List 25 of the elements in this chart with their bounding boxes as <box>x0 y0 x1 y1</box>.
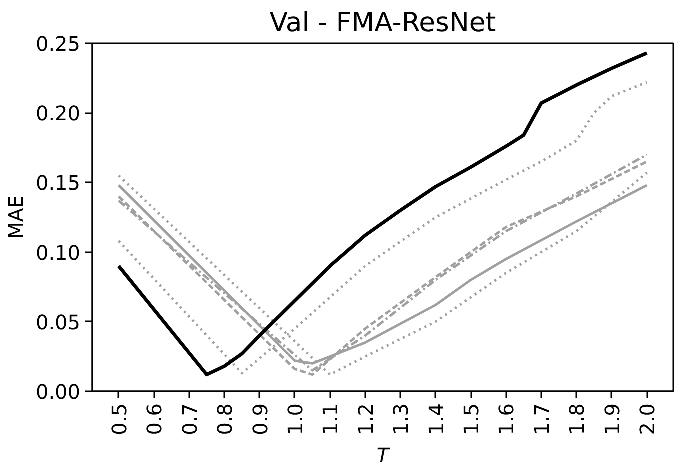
x-tick-label: 1.6 <box>494 403 519 436</box>
x-tick-label: 0.5 <box>107 403 132 436</box>
y-tick-label: 0.15 <box>36 171 80 196</box>
x-tick-label: 0.7 <box>178 403 202 436</box>
x-tick-label: 1.9 <box>600 403 624 436</box>
x-tick-label: 1.0 <box>283 403 308 436</box>
y-tick-label: 0.05 <box>36 310 80 334</box>
x-tick-label: 1.4 <box>424 403 448 436</box>
x-tick-label: 1.3 <box>389 403 414 436</box>
x-tick-label: 1.5 <box>460 403 484 436</box>
x-tick-label: 0.8 <box>213 403 238 436</box>
y-tick-label: 0.20 <box>36 102 80 126</box>
y-tick-label: 0.10 <box>36 240 80 265</box>
x-axis-title: T <box>376 443 391 468</box>
chart-title: Val - FMA-ResNet <box>270 8 496 38</box>
x-tick-label: 1.1 <box>318 403 343 436</box>
x-tick-label: 1.7 <box>530 403 554 436</box>
x-tick-label: 1.2 <box>354 403 378 436</box>
y-tick-label: 0.00 <box>36 380 80 404</box>
y-axis-title: MAE <box>4 196 28 240</box>
x-tick-label: 0.9 <box>248 403 272 436</box>
x-tick-label: 1.8 <box>565 403 590 436</box>
x-tick-label: 2.0 <box>636 403 660 436</box>
x-tick-label: 0.6 <box>142 403 167 436</box>
y-tick-label: 0.25 <box>36 32 80 56</box>
